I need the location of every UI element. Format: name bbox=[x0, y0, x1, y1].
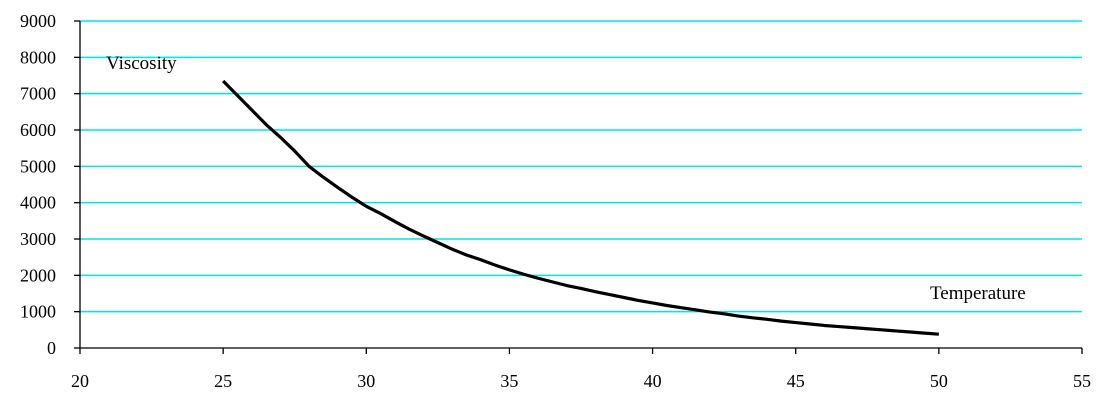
x-axis-label: Temperature bbox=[930, 283, 1026, 304]
viscosity-series-line bbox=[222, 79, 939, 336]
x-tick-label: 50 bbox=[930, 371, 948, 391]
y-tick-label: 7000 bbox=[20, 84, 56, 104]
x-tick-labels: 20 25 30 35 40 45 50 55 bbox=[71, 371, 1091, 391]
gridlines bbox=[80, 20, 1082, 313]
x-tick-label: 40 bbox=[644, 371, 662, 391]
x-tick-label: 45 bbox=[787, 371, 805, 391]
y-tick-label: 1000 bbox=[20, 302, 56, 322]
axes bbox=[74, 20, 1083, 354]
y-tick-labels: 0 1000 2000 3000 4000 5000 6000 7000 8000 9000 bbox=[20, 11, 56, 358]
y-tick-label: 6000 bbox=[20, 120, 56, 140]
series bbox=[222, 79, 939, 336]
y-tick-label: 2000 bbox=[20, 265, 56, 285]
x-tick-label: 25 bbox=[214, 371, 232, 391]
x-tick-label: 35 bbox=[500, 371, 518, 391]
y-tick-label: 9000 bbox=[20, 11, 56, 31]
y-tick-label: 8000 bbox=[20, 47, 56, 67]
y-tick-label: 0 bbox=[47, 338, 56, 358]
y-tick-label: 3000 bbox=[20, 229, 56, 249]
x-tick-label: 30 bbox=[357, 371, 375, 391]
y-axis-label: Viscosity bbox=[106, 53, 177, 74]
y-tick-label: 5000 bbox=[20, 156, 56, 176]
x-tick-label: 20 bbox=[71, 371, 89, 391]
y-tick-label: 4000 bbox=[20, 193, 56, 213]
x-tick-label: 55 bbox=[1073, 371, 1091, 391]
